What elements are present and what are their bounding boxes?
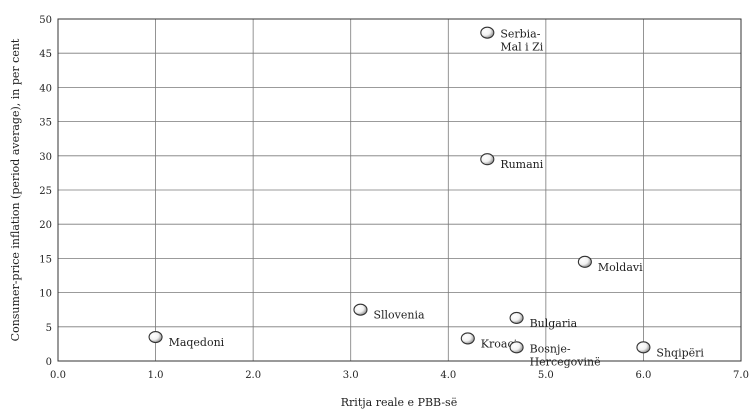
data-point	[353, 303, 368, 316]
data-point	[636, 341, 651, 354]
x-tick-label: 3.0	[343, 370, 359, 381]
data-point-label: Bulgaria	[530, 317, 578, 330]
data-point-label: Maqedoni	[169, 336, 225, 349]
x-tick-label: 7.0	[733, 370, 749, 381]
data-point-label-line: Serbia-	[500, 28, 540, 41]
data-point	[509, 341, 524, 354]
data-point-label-line: Bulgaria	[530, 317, 578, 330]
data-point-label-line: Shqipëri	[656, 346, 704, 359]
y-tick-label: 35	[39, 118, 52, 129]
y-tick-label: 20	[39, 220, 52, 231]
data-point	[480, 153, 495, 166]
data-point-label-line: Moldavi	[598, 261, 643, 274]
grid	[58, 19, 741, 361]
data-point-label-line: Rumani	[500, 158, 543, 171]
y-tick-label: 15	[39, 254, 52, 265]
data-point	[148, 331, 163, 344]
data-point	[460, 332, 475, 345]
x-tick-label: 5.0	[538, 370, 554, 381]
axis-ticks: 0.0 1.0 2.0 3.0 4.0 5.0 6.0 7.0 0 5 10 15 20 25 30 35 40…	[39, 15, 749, 381]
x-tick-label: 1.0	[148, 370, 164, 381]
y-tick-label: 5	[46, 323, 52, 334]
y-tick-label: 50	[39, 15, 52, 26]
data-point-label-line: Bosnje-	[530, 342, 571, 355]
data-point-label: Sllovenia	[373, 309, 425, 322]
y-tick-label: 25	[39, 186, 52, 197]
x-tick-label: 0.0	[50, 370, 66, 381]
x-tick-label: 4.0	[440, 370, 456, 381]
data-point-label-line: Mal i Zi	[500, 41, 543, 54]
data-point-label-line: Sllovenia	[373, 309, 425, 322]
x-tick-label: 6.0	[635, 370, 651, 381]
data-point-label: Shqipëri	[656, 346, 704, 359]
data-point-label: Rumani	[500, 158, 543, 171]
data-point-label: Moldavi	[598, 261, 643, 274]
data-point-label: Serbia-Mal i Zi	[500, 28, 543, 54]
data-point-label-line: Hercegovinë	[530, 355, 601, 368]
y-tick-label: 30	[39, 152, 52, 163]
y-tick-label: 45	[39, 49, 52, 60]
y-tick-label: 10	[39, 289, 52, 300]
plot-frame	[57, 18, 742, 362]
x-axis-title: Rritja reale e PBB-së	[341, 396, 457, 409]
data-points: Maqedoni Sllovenia Kroaci Serbia-Mal i Zi Ru…	[148, 26, 704, 368]
data-point	[577, 255, 592, 268]
data-point-label: Kroaci	[481, 337, 518, 350]
data-point-label-line: Maqedoni	[169, 336, 225, 349]
data-point	[509, 311, 524, 324]
data-point-label: Bosnje-Hercegovinë	[530, 342, 601, 368]
y-tick-label: 40	[39, 83, 52, 94]
x-tick-label: 2.0	[245, 370, 261, 381]
y-tick-label: 0	[46, 357, 52, 368]
data-point	[480, 26, 495, 39]
data-point-label-line: Kroaci	[481, 337, 518, 350]
y-axis-title: Consumer-price inflation (period average…	[9, 38, 22, 341]
